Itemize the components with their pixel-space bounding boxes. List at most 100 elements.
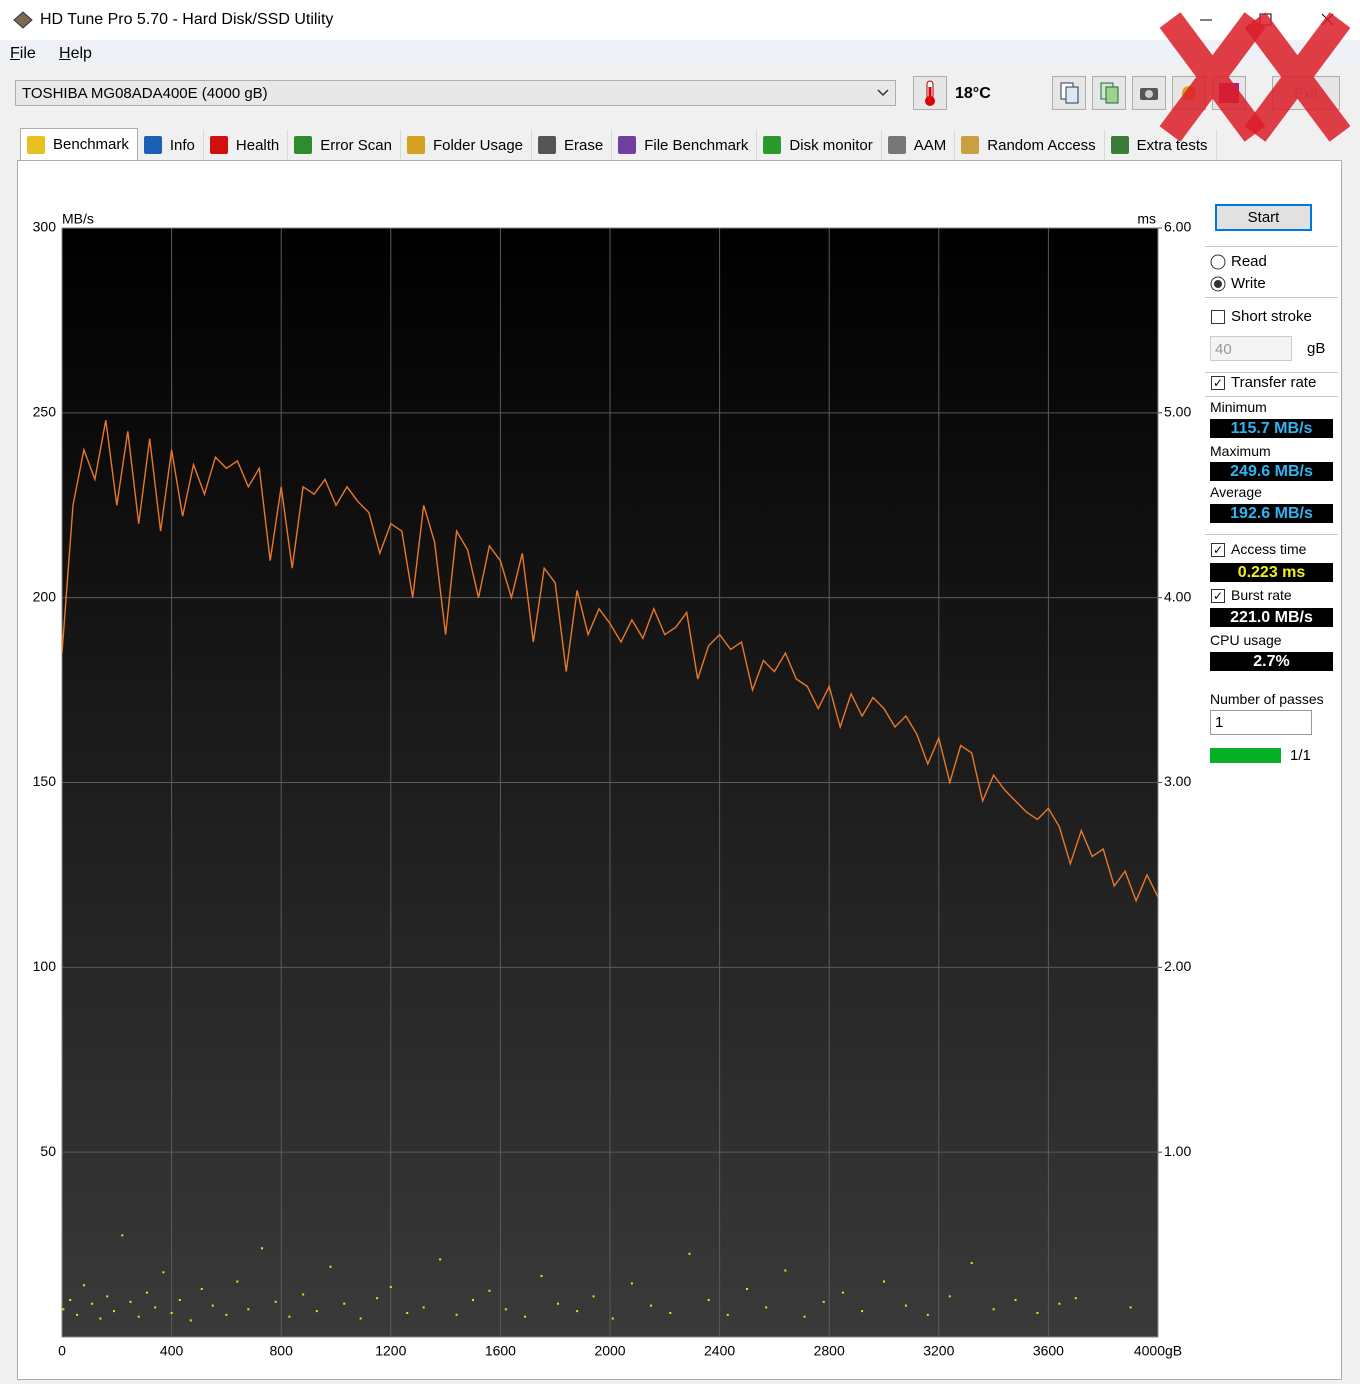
x-tick-label: 2400 — [704, 1343, 735, 1359]
access-time-point — [178, 1299, 181, 1302]
access-time-point — [211, 1304, 214, 1307]
y2-tick-label: 2.00 — [1164, 958, 1191, 974]
tab-label: Health — [235, 136, 280, 154]
app-icon — [13, 11, 33, 29]
access-time-point — [129, 1300, 132, 1303]
tab[interactable]: Health — [204, 130, 289, 160]
checkbox[interactable]: ✓ — [1211, 543, 1225, 557]
burst-rate-value: 221.0 MB/s — [1210, 608, 1333, 627]
copy-button[interactable] — [1052, 76, 1086, 110]
menu-item[interactable]: File — [10, 45, 36, 62]
access-time-point — [688, 1252, 691, 1255]
access-time-point — [329, 1265, 332, 1268]
tab-icon — [143, 136, 162, 154]
tab[interactable]: AAM — [882, 130, 956, 160]
dropdown-arrow — [877, 89, 889, 97]
y2-tick-label: 4.00 — [1164, 588, 1191, 604]
radio-buttons[interactable] — [1210, 254, 1226, 294]
tab[interactable]: Folder Usage — [401, 130, 533, 160]
y2-tick-label: 6.00 — [1164, 219, 1191, 235]
y2-tick-label: 5.00 — [1164, 404, 1191, 420]
y-tick-label: 150 — [33, 773, 57, 789]
minimum-label: Minimum — [1210, 399, 1267, 415]
access-time-point — [746, 1287, 748, 1290]
transfer-rate-label[interactable]: Transfer rate — [1231, 374, 1317, 391]
tab-icon — [294, 136, 313, 154]
burst-rate-label[interactable]: Burst rate — [1231, 587, 1292, 603]
write-option[interactable]: Write — [1231, 275, 1266, 292]
checkbox[interactable] — [1211, 310, 1225, 324]
separator — [1205, 246, 1338, 247]
access-time-point — [556, 1302, 559, 1305]
access-time-point — [315, 1310, 318, 1313]
transfer-rate-line — [61, 420, 1159, 903]
copy-all-button[interactable] — [1092, 76, 1126, 110]
tab-label: Erase — [564, 136, 604, 154]
access-time-point — [841, 1291, 844, 1294]
menu-item[interactable]: Help — [59, 45, 92, 62]
tab-icon — [1110, 136, 1129, 154]
access-time-point — [302, 1293, 305, 1296]
access-time-point — [406, 1311, 409, 1314]
tab[interactable]: Error Scan — [288, 130, 401, 160]
tab-icon — [763, 136, 782, 154]
access-time-point — [274, 1300, 277, 1303]
access-time-point — [99, 1317, 102, 1320]
tab-label: AAM — [913, 136, 947, 154]
access-time-point — [592, 1295, 595, 1298]
access-time-point — [1129, 1306, 1132, 1309]
access-time-point — [524, 1315, 527, 1318]
tab[interactable]: Extra tests — [1105, 130, 1217, 160]
y2-axis-label: ms — [1137, 211, 1156, 227]
x-tick-label: 0 — [58, 1343, 66, 1359]
access-time-point — [883, 1280, 885, 1283]
tab-icon — [618, 136, 637, 154]
tab[interactable]: Erase — [532, 130, 613, 160]
separator — [1205, 534, 1338, 535]
cpu-usage-value: 2.7% — [1210, 652, 1333, 671]
maximum-value: 249.6 MB/s — [1210, 462, 1333, 481]
x-tick-label: 400 — [160, 1343, 184, 1359]
access-time-point — [69, 1299, 72, 1302]
tab-label: Random Access — [987, 136, 1096, 154]
tab-icon — [887, 136, 906, 154]
access-time-point — [91, 1302, 94, 1305]
access-time-point — [236, 1280, 239, 1283]
y-axis-label: MB/s — [62, 211, 94, 227]
screenshot-button[interactable] — [1132, 76, 1166, 110]
short-stroke-label[interactable]: Short stroke — [1231, 308, 1312, 325]
access-time-point — [82, 1284, 85, 1287]
tab[interactable]: Disk monitor — [757, 130, 882, 160]
watermark — [1160, 12, 1350, 142]
checkbox[interactable]: ✓ — [1211, 376, 1225, 390]
passes-input[interactable]: 1 — [1210, 710, 1312, 735]
short-stroke-size[interactable]: 40 — [1210, 336, 1292, 361]
read-option[interactable]: Read — [1231, 253, 1267, 270]
tab[interactable]: Random Access — [955, 130, 1105, 160]
tab-bar: Benchmark Info Health Error Scan Folder Usag… — [20, 128, 1217, 160]
tab[interactable]: Benchmark — [20, 128, 138, 160]
access-time-point — [376, 1297, 379, 1300]
access-time-point — [76, 1313, 79, 1316]
start-button[interactable]: Start — [1215, 204, 1312, 231]
tab-label: Error Scan — [320, 136, 392, 154]
tab-label: Disk monitor — [789, 136, 873, 154]
checkbox[interactable]: ✓ — [1211, 589, 1225, 603]
access-time-point — [225, 1313, 228, 1316]
access-time-point — [288, 1315, 291, 1318]
tab-label: Extra tests — [1136, 136, 1208, 154]
access-time-point — [472, 1299, 474, 1302]
access-time-point — [669, 1311, 672, 1314]
tab-icon — [209, 136, 228, 154]
access-time-label[interactable]: Access time — [1231, 541, 1307, 557]
passes-label: Number of passes — [1210, 691, 1324, 707]
access-time-point — [113, 1310, 116, 1313]
access-time-point — [650, 1304, 653, 1307]
tab[interactable]: Info — [138, 130, 204, 160]
x-tick-label: 1600 — [485, 1343, 516, 1359]
access-time-point — [970, 1262, 973, 1265]
separator — [1205, 372, 1338, 373]
access-time-point — [488, 1289, 491, 1292]
drive-select[interactable]: TOSHIBA MG08ADA400E (4000 gB) — [15, 80, 896, 106]
tab[interactable]: File Benchmark — [612, 130, 758, 160]
